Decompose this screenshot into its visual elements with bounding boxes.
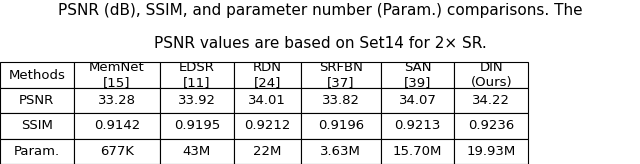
Text: RDN
[24]: RDN [24]: [253, 61, 282, 89]
FancyBboxPatch shape: [74, 139, 160, 164]
Text: 677K: 677K: [100, 145, 134, 158]
Text: 34.07: 34.07: [399, 94, 436, 107]
FancyBboxPatch shape: [301, 88, 381, 113]
FancyBboxPatch shape: [301, 113, 381, 139]
FancyBboxPatch shape: [160, 139, 234, 164]
Text: EDSR
[11]: EDSR [11]: [179, 61, 215, 89]
FancyBboxPatch shape: [74, 88, 160, 113]
FancyBboxPatch shape: [381, 139, 454, 164]
FancyBboxPatch shape: [381, 113, 454, 139]
Text: 34.01: 34.01: [248, 94, 286, 107]
Text: 33.28: 33.28: [98, 94, 136, 107]
Text: PSNR: PSNR: [19, 94, 54, 107]
Text: MemNet
[15]: MemNet [15]: [89, 61, 145, 89]
Text: PSNR (dB), SSIM, and parameter number (Param.) comparisons. The: PSNR (dB), SSIM, and parameter number (P…: [58, 3, 582, 18]
FancyBboxPatch shape: [160, 88, 234, 113]
FancyBboxPatch shape: [0, 139, 74, 164]
Text: 0.9195: 0.9195: [173, 119, 220, 132]
FancyBboxPatch shape: [381, 88, 454, 113]
FancyBboxPatch shape: [454, 113, 528, 139]
Text: 33.82: 33.82: [322, 94, 360, 107]
Text: 3.63M: 3.63M: [321, 145, 361, 158]
Text: DIN
(Ours): DIN (Ours): [470, 61, 512, 89]
FancyBboxPatch shape: [234, 62, 301, 88]
FancyBboxPatch shape: [301, 139, 381, 164]
Text: Methods: Methods: [8, 69, 65, 82]
Text: 0.9212: 0.9212: [244, 119, 291, 132]
Text: 43M: 43M: [182, 145, 211, 158]
FancyBboxPatch shape: [0, 88, 74, 113]
Text: 33.92: 33.92: [178, 94, 216, 107]
FancyBboxPatch shape: [234, 139, 301, 164]
Text: 0.9213: 0.9213: [394, 119, 441, 132]
FancyBboxPatch shape: [454, 88, 528, 113]
FancyBboxPatch shape: [160, 113, 234, 139]
FancyBboxPatch shape: [454, 62, 528, 88]
FancyBboxPatch shape: [74, 62, 160, 88]
Text: SAN
[39]: SAN [39]: [404, 61, 431, 89]
Text: 0.9236: 0.9236: [468, 119, 515, 132]
Text: 15.70M: 15.70M: [393, 145, 442, 158]
FancyBboxPatch shape: [381, 62, 454, 88]
Text: PSNR values are based on Set14 for 2× SR.: PSNR values are based on Set14 for 2× SR…: [154, 36, 486, 51]
FancyBboxPatch shape: [0, 62, 74, 88]
Text: 22M: 22M: [253, 145, 282, 158]
FancyBboxPatch shape: [234, 113, 301, 139]
FancyBboxPatch shape: [301, 62, 381, 88]
FancyBboxPatch shape: [74, 113, 160, 139]
Text: SSIM: SSIM: [21, 119, 52, 132]
Text: 0.9142: 0.9142: [93, 119, 140, 132]
FancyBboxPatch shape: [0, 113, 74, 139]
Text: SRFBN
[37]: SRFBN [37]: [319, 61, 363, 89]
Text: 0.9196: 0.9196: [317, 119, 364, 132]
FancyBboxPatch shape: [454, 139, 528, 164]
FancyBboxPatch shape: [234, 88, 301, 113]
Text: 34.22: 34.22: [472, 94, 510, 107]
Text: 19.93M: 19.93M: [467, 145, 516, 158]
FancyBboxPatch shape: [160, 62, 234, 88]
Text: Param.: Param.: [13, 145, 60, 158]
